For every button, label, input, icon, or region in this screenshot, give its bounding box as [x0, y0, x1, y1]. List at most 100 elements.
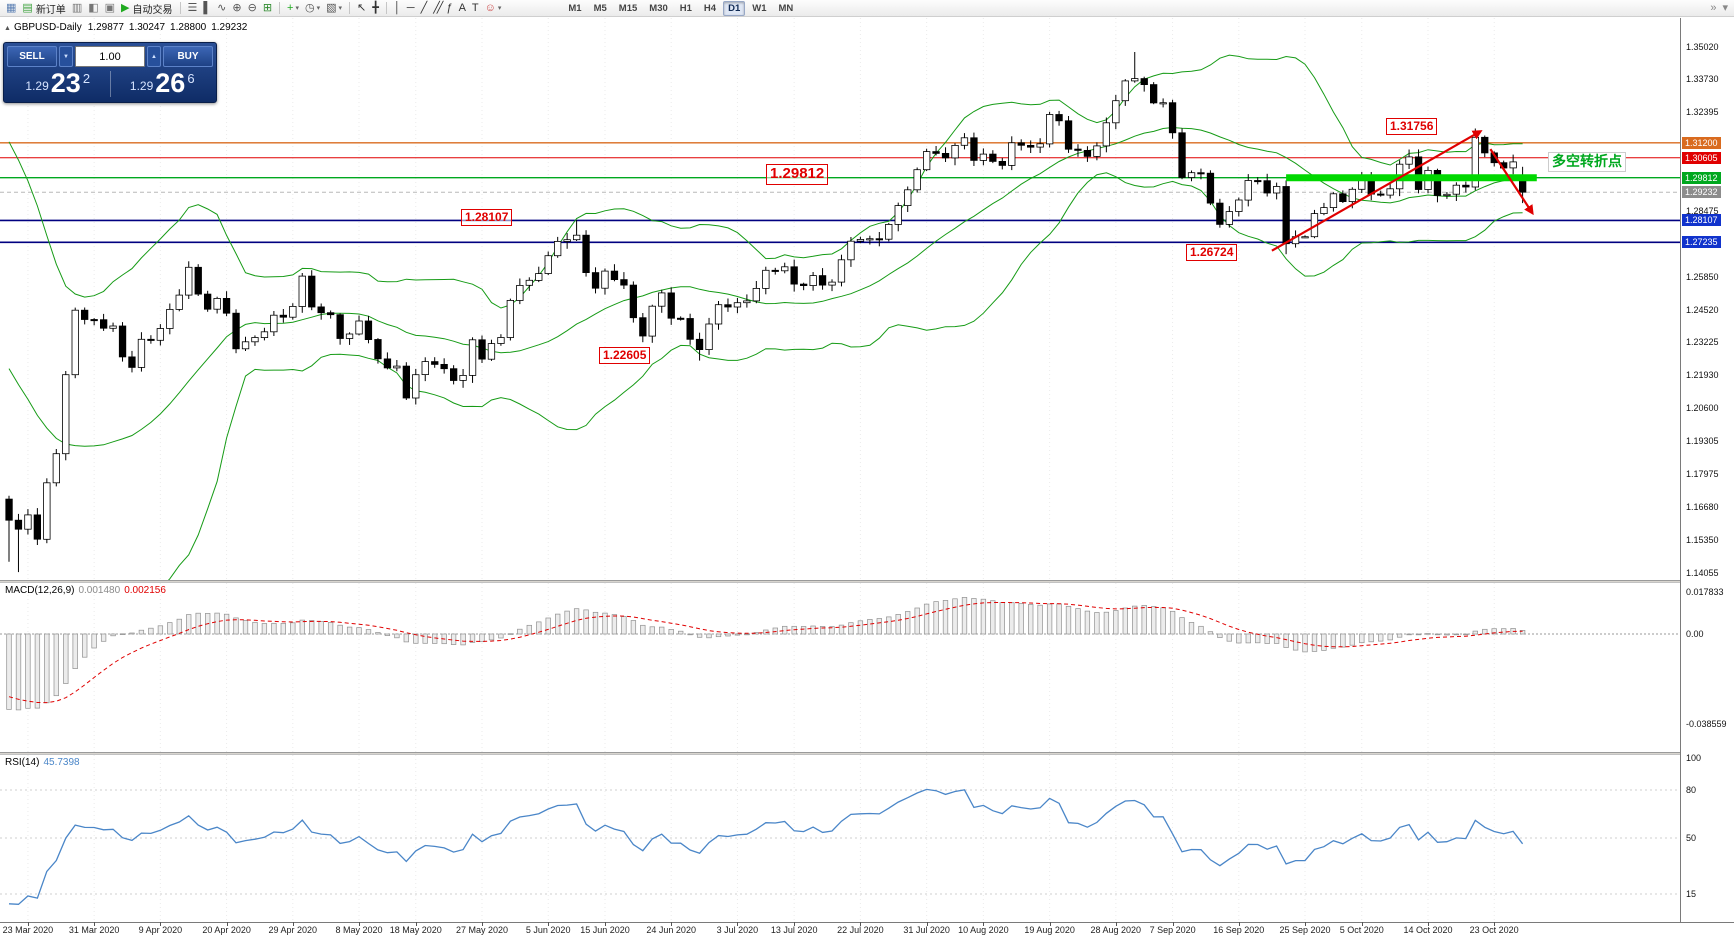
cursor-icon: ↖	[357, 1, 367, 14]
timeframe-h1[interactable]: H1	[679, 2, 692, 14]
caret-down-icon: ▾	[497, 5, 502, 12]
zoom-in-icon: ⊕	[232, 1, 242, 14]
bar-chart-icon[interactable]: ☰	[185, 1, 201, 16]
timeframe-m15[interactable]: M15	[618, 2, 638, 14]
auto-trading-button: ▶	[121, 1, 130, 14]
main-chart-panel[interactable]	[0, 18, 1734, 580]
price-axis[interactable]	[1681, 18, 1734, 922]
toolbar-separator	[349, 2, 351, 14]
trendline-icon: ╱	[420, 1, 428, 14]
toolbar-separator	[279, 2, 281, 14]
toolbar-expand-icon: »	[1710, 2, 1717, 14]
templates-icon[interactable]: ▧ ▾	[323, 1, 345, 16]
toolbar-separator	[385, 2, 387, 14]
rsi-name: RSI(14)	[5, 757, 40, 768]
market-watch-icon: ▥	[71, 1, 83, 14]
navigator-icon[interactable]: ◧	[85, 1, 101, 16]
buy-price[interactable]: 1.29 26 6	[112, 69, 214, 99]
arrows-icon[interactable]: ☺ ▾	[482, 1, 505, 16]
buy-button[interactable]: BUY	[163, 46, 213, 67]
fibonacci-icon[interactable]: ƒ	[443, 1, 455, 16]
periods-icon: ◷	[305, 1, 315, 14]
caret-down-icon: ▾	[338, 5, 343, 12]
lot-size-input[interactable]	[75, 46, 145, 67]
market-watch-icon[interactable]: ▥	[69, 1, 85, 16]
sell-price[interactable]: 1.29 23 2	[7, 69, 109, 99]
close-value: 1.29232	[211, 22, 248, 33]
horizontal-line-icon[interactable]: ─	[404, 1, 418, 16]
label-icon[interactable]: T	[469, 1, 482, 16]
low-value: 1.28800	[170, 22, 207, 33]
new-order-button[interactable]: ▤ 新订单	[19, 1, 68, 16]
timeframe-w1[interactable]: W1	[752, 2, 767, 14]
label-icon: T	[471, 1, 479, 14]
rsi-panel[interactable]	[0, 755, 1734, 922]
timeframe-m5[interactable]: M5	[593, 2, 607, 14]
arrows-icon: ☺	[484, 1, 496, 14]
macd-panel[interactable]	[0, 583, 1734, 752]
new-chart-icon[interactable]: ▦	[3, 1, 19, 16]
sell-price-prefix: 1.29	[25, 78, 49, 93]
buy-price-sup: 6	[187, 71, 195, 86]
timeframe-mn[interactable]: MN	[778, 2, 794, 14]
sell-price-sup: 2	[82, 71, 91, 86]
bar-chart-icon: ☰	[187, 1, 198, 14]
new-order-button-label: 新订单	[35, 4, 66, 16]
timeframe-h4[interactable]: H4	[703, 2, 717, 14]
toolbar-options-icon[interactable]: ▾	[1719, 1, 1731, 16]
zoom-in-icon[interactable]: ⊕	[229, 1, 244, 16]
time-axis[interactable]	[0, 922, 1734, 940]
lot-decrease-button[interactable]: ▼	[59, 46, 73, 67]
channel-icon[interactable]: ╱╱	[430, 1, 443, 16]
candlestick-chart-icon: ▌	[203, 1, 212, 14]
timeframe-m30[interactable]: M30	[649, 2, 668, 14]
sell-button[interactable]: SELL	[7, 46, 57, 67]
tile-windows-icon: ⊞	[262, 1, 273, 14]
text-icon[interactable]: A	[456, 1, 469, 16]
timeframe-m1[interactable]: M1	[568, 2, 582, 14]
fibonacci-icon: ƒ	[446, 1, 453, 14]
toolbar: ▦ ▤ 新订单 ▥ ◧ ▣ ▶ 自动交易 ☰ ▌ ∿ ⊕ ⊖ ⊞ + ▾ ◷ ▾ ▧ ▾ ↖ ╋ │ ─ ╱ ╱╱ ƒ A T ☺ ▾ M1 M…	[0, 0, 1734, 17]
zoom-out-icon[interactable]: ⊖	[245, 1, 260, 16]
vertical-line-icon: │	[393, 1, 401, 14]
cursor-icon[interactable]: ↖	[354, 1, 369, 16]
chart-shift-marker-icon: ▲	[4, 25, 11, 32]
tile-windows-icon[interactable]: ⊞	[260, 1, 275, 16]
buy-price-big: 26	[155, 68, 186, 98]
toolbar-options-icon: ▾	[1722, 2, 1728, 14]
text-icon: A	[458, 1, 466, 14]
indicators-icon[interactable]: + ▾	[284, 1, 302, 16]
new-order-button: ▤	[22, 1, 33, 14]
panel-separator[interactable]	[0, 752, 1734, 755]
crosshair-icon[interactable]: ╋	[369, 1, 382, 16]
lot-increase-button[interactable]: ▲	[147, 46, 161, 67]
toolbar-expand-icon[interactable]: »	[1707, 1, 1719, 16]
sell-price-big: 23	[50, 68, 81, 98]
caret-down-icon: ▾	[316, 5, 321, 12]
new-chart-icon: ▦	[6, 1, 17, 14]
rsi-value: 45.7398	[43, 757, 80, 768]
macd-name: MACD(12,26,9)	[5, 585, 75, 596]
horizontal-line-icon: ─	[406, 1, 415, 14]
symbol-period-label: GBPUSD-Daily	[13, 22, 82, 33]
price-divider	[109, 71, 111, 97]
timeframe-d1[interactable]: D1	[723, 0, 746, 16]
panel-separator[interactable]	[0, 580, 1734, 583]
channel-icon: ╱╱	[433, 1, 443, 14]
auto-trading-button[interactable]: ▶ 自动交易	[118, 1, 175, 16]
periods-icon[interactable]: ◷ ▾	[302, 1, 323, 16]
line-chart-icon: ∿	[217, 1, 227, 14]
trendline-icon[interactable]: ╱	[418, 1, 431, 16]
candlesticks	[5, 52, 1527, 573]
caret-down-icon: ▾	[295, 5, 299, 12]
vertical-line-icon[interactable]: │	[391, 1, 404, 16]
terminal-icon[interactable]: ▣	[102, 1, 118, 16]
line-chart-icon[interactable]: ∿	[214, 1, 229, 16]
indicators-icon: +	[287, 1, 294, 14]
candlestick-chart-icon[interactable]: ▌	[200, 1, 214, 16]
buy-price-prefix: 1.29	[129, 78, 154, 93]
zoom-out-icon: ⊖	[247, 1, 257, 14]
rsi-indicator-label: RSI(14) 45.7398	[5, 757, 80, 768]
macd-indicator-label: MACD(12,26,9) 0.001480 0.002156	[5, 585, 166, 596]
